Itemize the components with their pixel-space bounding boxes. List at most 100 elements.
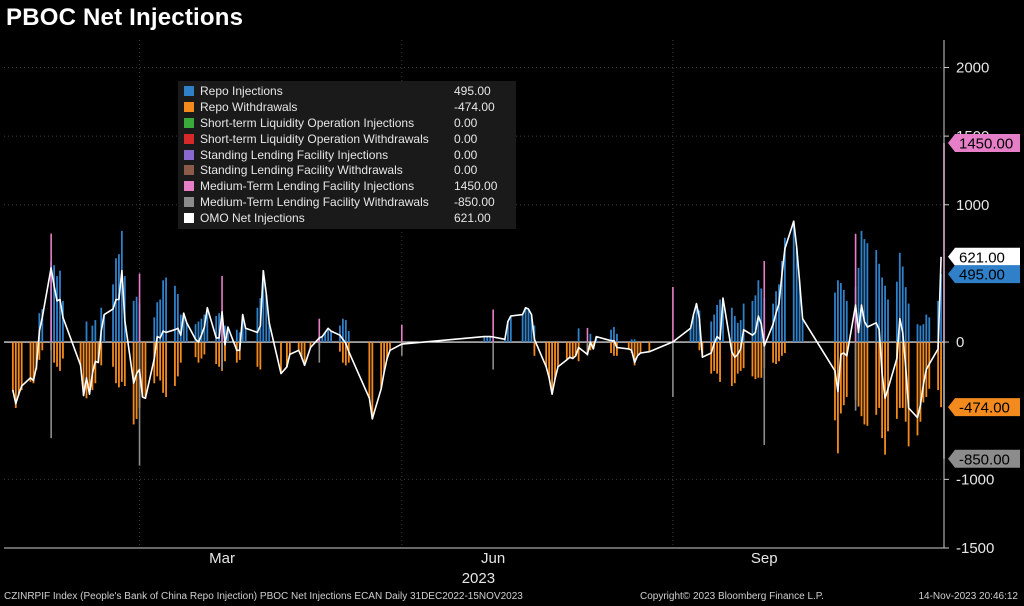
bar (881, 342, 884, 439)
bar (878, 342, 881, 408)
bar (41, 309, 44, 343)
bar (801, 318, 804, 343)
bar (630, 339, 633, 343)
bar (733, 315, 736, 343)
legend-swatch (184, 197, 194, 208)
bar (179, 342, 182, 363)
bar (203, 342, 206, 355)
bar (206, 307, 209, 343)
bar (197, 342, 200, 363)
bar (901, 342, 904, 408)
bar (834, 342, 836, 421)
bar (857, 342, 860, 407)
bar (82, 342, 85, 396)
last-value-tag (948, 133, 1020, 152)
bar (878, 263, 881, 343)
bar (895, 281, 898, 343)
legend-value: 1450.00 (454, 179, 498, 194)
bar (165, 277, 167, 343)
bar (401, 324, 403, 343)
x-tick-label: Sep (751, 550, 778, 567)
bar (330, 331, 332, 343)
bar (613, 326, 615, 343)
bar (221, 342, 223, 370)
legend-value: 0.00 (454, 163, 478, 178)
bar (571, 342, 574, 359)
last-value-tag (948, 247, 1020, 266)
bar (589, 333, 592, 343)
bar (218, 342, 221, 367)
bar (265, 294, 268, 343)
last-value-text: -850.00 (959, 451, 1010, 468)
bar (783, 237, 786, 343)
bar (165, 342, 167, 397)
bar (244, 328, 247, 343)
bar (722, 298, 724, 343)
bar (489, 336, 492, 343)
bar (85, 342, 88, 399)
bar (530, 314, 533, 343)
bar (937, 342, 940, 391)
bar (627, 342, 630, 349)
bar (318, 318, 321, 343)
bar (854, 233, 857, 343)
bar (763, 342, 766, 446)
bar (509, 315, 512, 343)
bar (763, 260, 766, 343)
bar (38, 342, 41, 360)
bar (639, 342, 642, 354)
bar (339, 325, 341, 343)
bar (368, 342, 371, 399)
bar (630, 342, 633, 354)
legend-value: 0.00 (454, 131, 478, 146)
last-value-tag (948, 265, 1020, 284)
bar (751, 300, 754, 343)
footer-copyright: Copyright© 2023 Bloomberg Finance L.P. (640, 591, 824, 602)
bar (483, 336, 486, 343)
bar (860, 230, 863, 343)
bar (577, 328, 580, 343)
bar (881, 277, 884, 343)
legend-label: Standing Lending Facility Withdrawals (200, 163, 403, 178)
bar (383, 342, 386, 373)
bar (135, 296, 138, 343)
bar (50, 233, 52, 343)
bar (153, 317, 156, 343)
bar (386, 342, 388, 359)
bar (174, 342, 176, 386)
bar (285, 342, 288, 367)
bar (730, 342, 733, 386)
bar (138, 273, 141, 343)
bar (866, 342, 869, 426)
page-title: PBOC Net Injections (6, 4, 244, 31)
bar (56, 342, 58, 367)
bar (118, 342, 120, 388)
bar (174, 285, 176, 343)
bar (551, 342, 553, 395)
legend-label: Standing Lending Facility Injections (200, 147, 389, 162)
legend-item: Medium-Term Lending Facility Injections 1… (184, 178, 510, 194)
bar (798, 281, 801, 343)
legend-item: Repo Withdrawals -474.00 (184, 99, 510, 115)
bar (88, 342, 91, 395)
bar (197, 321, 200, 343)
bar (344, 320, 347, 343)
footer: CZINRPIF Index (People's Bank of China R… (0, 586, 1024, 606)
bar (866, 243, 869, 343)
bar (689, 328, 692, 343)
bar (577, 342, 580, 362)
bar (775, 291, 777, 343)
bar (100, 342, 103, 366)
bar (35, 342, 38, 370)
bar (227, 326, 229, 343)
bar (221, 276, 223, 343)
bar (863, 342, 866, 425)
bar (736, 322, 739, 343)
legend-label: Repo Injections (200, 83, 283, 98)
bar (224, 342, 226, 362)
bar (112, 284, 114, 343)
bar (182, 313, 185, 343)
bar (486, 336, 489, 343)
bar (928, 317, 931, 343)
legend-swatch (184, 85, 194, 96)
